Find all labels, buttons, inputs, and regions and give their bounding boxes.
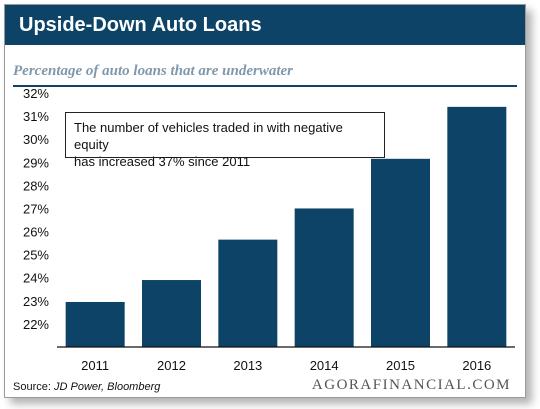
y-tick-label: 24%: [23, 271, 49, 286]
annotation-line-1: The number of vehicles traded in with ne…: [74, 120, 343, 152]
source-note: Source: JD Power, Bloomberg: [13, 381, 160, 393]
y-tick-label: 23%: [23, 294, 49, 309]
y-tick-label: 32%: [23, 86, 49, 101]
bar-2015: [371, 158, 430, 347]
bar-2013: [218, 239, 278, 347]
title-bar: Upside-Down Auto Loans: [5, 5, 525, 45]
y-tick-label: 30%: [23, 132, 49, 147]
bar-2012: [142, 280, 201, 347]
bar-2011: [65, 301, 125, 347]
x-tick-label: 2016: [462, 358, 491, 373]
x-tick-label: 2012: [157, 358, 186, 373]
chart-card: Upside-Down Auto Loans Percentage of aut…: [4, 4, 526, 398]
x-tick-label: 2011: [81, 358, 109, 373]
y-tick-label: 31%: [23, 109, 49, 124]
chart-subtitle: Percentage of auto loans that are underw…: [13, 63, 294, 79]
annotation-box: The number of vehicles traded in with ne…: [65, 112, 385, 169]
x-tick-label: 2014: [310, 358, 339, 373]
y-tick-label: 28%: [23, 178, 49, 193]
bar-chart: 22% 23% 24% 25% 26% 27% 28% 29% 30% 31% 32% 2011 201…: [23, 86, 515, 373]
bar-2014: [294, 208, 354, 347]
y-tick-label: 26%: [23, 225, 49, 240]
source-text: JD Power, Bloomberg: [53, 381, 161, 393]
annotation-line-2: has increased 37% since 2011: [74, 154, 251, 169]
y-tick-label: 22%: [23, 317, 49, 332]
source-label: Source:: [13, 381, 51, 393]
y-tick-label: 27%: [23, 201, 49, 216]
bar-2016: [447, 106, 507, 347]
y-tick-label: 29%: [23, 155, 49, 170]
x-tick-label: 2015: [386, 358, 415, 373]
brand-wordmark: AGORAFINANCIAL.COM: [311, 377, 511, 393]
x-tick-label: 2013: [233, 358, 262, 373]
subtitle-divider: [13, 85, 517, 87]
chart-title: Upside-Down Auto Loans: [19, 14, 262, 36]
y-tick-label: 25%: [23, 248, 49, 263]
